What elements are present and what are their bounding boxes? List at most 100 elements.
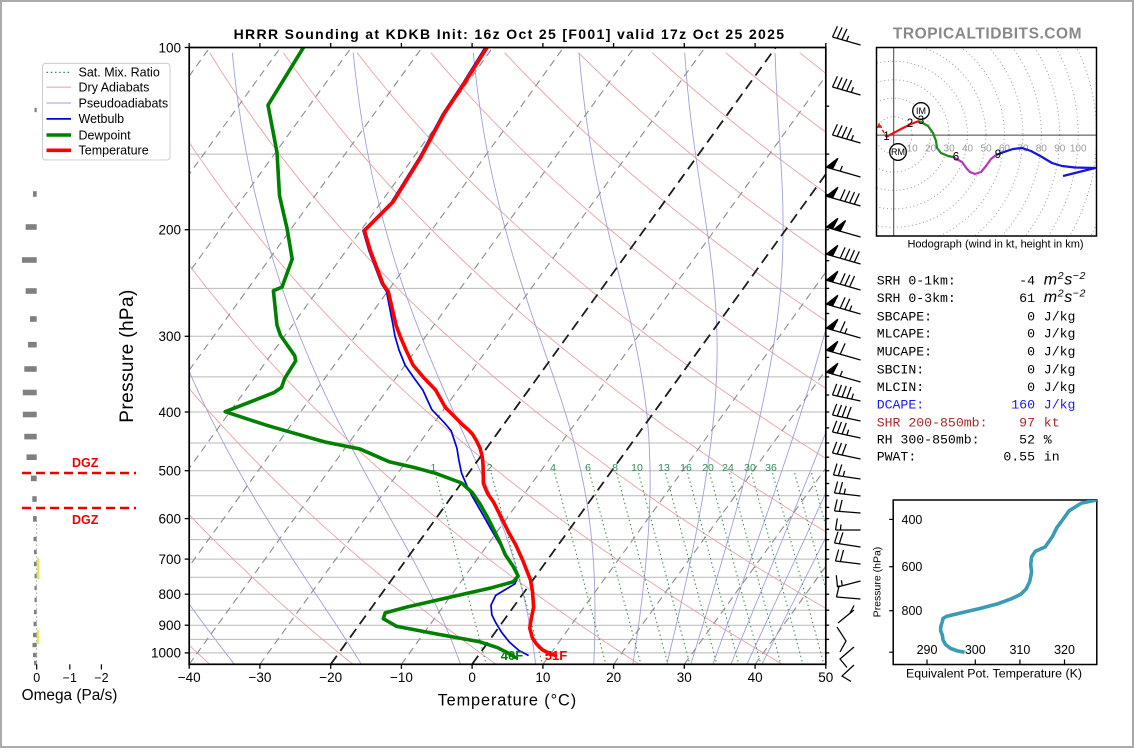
svg-text:10: 10 <box>907 144 919 155</box>
svg-text:51F: 51F <box>545 648 567 663</box>
svg-text:SHR 200-850mb:: SHR 200-850mb: <box>877 416 988 431</box>
svg-text:Pseudoadiabats: Pseudoadiabats <box>79 96 169 110</box>
svg-text:10: 10 <box>631 462 643 474</box>
svg-text:20: 20 <box>702 462 714 474</box>
svg-text:Pressure (hPa): Pressure (hPa) <box>117 289 138 422</box>
svg-text:Equivalent Pot. Temperature (K: Equivalent Pot. Temperature (K) <box>906 667 1082 681</box>
svg-text:52: 52 <box>1019 432 1035 447</box>
svg-text:SRH 0-1km:: SRH 0-1km: <box>877 274 956 289</box>
svg-text:1: 1 <box>430 462 436 474</box>
svg-text:300: 300 <box>965 643 986 657</box>
svg-text:90: 90 <box>1054 144 1066 155</box>
svg-text:8: 8 <box>612 462 618 474</box>
svg-text:0: 0 <box>1027 363 1035 378</box>
svg-text:-4: -4 <box>1019 274 1035 289</box>
svg-text:TROPICALTIDBITS.COM: TROPICALTIDBITS.COM <box>893 26 1082 43</box>
svg-text:Temperature (°C): Temperature (°C) <box>438 692 577 710</box>
svg-text:HRRR Sounding at KDKB Init: 16: HRRR Sounding at KDKB Init: 16z Oct 25 [… <box>234 26 786 42</box>
svg-text:80: 80 <box>1036 144 1048 155</box>
svg-text:97: 97 <box>1019 416 1035 431</box>
svg-text:900: 900 <box>158 618 181 633</box>
svg-text:DCAPE:: DCAPE: <box>877 398 924 413</box>
svg-text:320: 320 <box>1054 643 1075 657</box>
svg-text:300: 300 <box>158 329 181 344</box>
svg-text:RM: RM <box>891 147 905 157</box>
svg-text:0: 0 <box>1027 380 1035 395</box>
svg-text:1000: 1000 <box>151 646 181 661</box>
svg-text:50: 50 <box>818 670 833 685</box>
svg-text:800: 800 <box>902 604 923 618</box>
svg-text:40: 40 <box>962 144 974 155</box>
svg-text:600: 600 <box>158 511 181 526</box>
svg-text:9: 9 <box>995 149 1001 161</box>
svg-text:MLCIN:: MLCIN: <box>877 380 924 395</box>
svg-text:500: 500 <box>158 464 181 479</box>
svg-text:290: 290 <box>917 643 938 657</box>
svg-text:J/kg: J/kg <box>1044 380 1076 395</box>
svg-text:J/kg: J/kg <box>1044 398 1076 413</box>
svg-text:100: 100 <box>158 40 181 55</box>
svg-text:20: 20 <box>606 670 621 685</box>
svg-text:40: 40 <box>748 670 763 685</box>
svg-text:J/kg: J/kg <box>1044 345 1076 360</box>
svg-text:1: 1 <box>883 131 889 143</box>
svg-text:IM: IM <box>916 106 926 116</box>
svg-text:6: 6 <box>585 462 591 474</box>
svg-text:30: 30 <box>944 144 956 155</box>
svg-text:10: 10 <box>535 670 550 685</box>
svg-text:400: 400 <box>902 513 923 527</box>
svg-text:PWAT:: PWAT: <box>877 450 917 465</box>
svg-text:Dewpoint: Dewpoint <box>79 128 132 142</box>
svg-text:J/kg: J/kg <box>1044 309 1076 324</box>
svg-text:13: 13 <box>658 462 670 474</box>
svg-text:50: 50 <box>980 144 992 155</box>
svg-text:DGZ: DGZ <box>72 513 99 527</box>
svg-text:0: 0 <box>1027 309 1035 324</box>
svg-text:3: 3 <box>918 115 924 127</box>
svg-text:J/kg: J/kg <box>1044 363 1076 378</box>
svg-text:0: 0 <box>1027 345 1035 360</box>
svg-text:600: 600 <box>902 560 923 574</box>
svg-text:−20: −20 <box>319 670 342 685</box>
svg-text:30: 30 <box>677 670 692 685</box>
svg-text:800: 800 <box>158 587 181 602</box>
svg-text:2: 2 <box>907 118 913 130</box>
svg-text:−10: −10 <box>390 670 413 685</box>
svg-text:−30: −30 <box>248 670 271 685</box>
svg-text:Dry Adiabats: Dry Adiabats <box>79 80 150 94</box>
svg-text:700: 700 <box>158 552 181 567</box>
svg-text:−2: −2 <box>94 671 108 685</box>
svg-text:−1: −1 <box>63 671 77 685</box>
svg-text:in: in <box>1044 450 1060 465</box>
svg-text:J/kg: J/kg <box>1044 327 1076 342</box>
svg-text:DGZ: DGZ <box>72 456 99 470</box>
svg-text:MLCAPE:: MLCAPE: <box>877 327 932 342</box>
svg-text:6: 6 <box>953 152 959 164</box>
svg-text:61: 61 <box>1019 291 1035 306</box>
svg-text:Temperature: Temperature <box>79 144 149 158</box>
svg-text:RH 300-850mb:: RH 300-850mb: <box>877 432 980 447</box>
svg-text:310: 310 <box>1009 643 1030 657</box>
svg-text:2: 2 <box>487 462 493 474</box>
svg-text:MUCAPE:: MUCAPE: <box>877 345 932 360</box>
svg-text:160: 160 <box>1011 398 1035 413</box>
svg-text:60: 60 <box>999 144 1011 155</box>
svg-text:%: % <box>1044 432 1052 447</box>
svg-text:4: 4 <box>550 462 556 474</box>
svg-text:Pressure (hPa): Pressure (hPa) <box>872 547 884 618</box>
svg-text:−40: −40 <box>178 670 201 685</box>
svg-text:24: 24 <box>722 462 734 474</box>
svg-text:36: 36 <box>765 462 777 474</box>
svg-text:40F: 40F <box>501 648 523 663</box>
svg-text:0: 0 <box>1027 327 1035 342</box>
svg-text:kt: kt <box>1044 416 1060 431</box>
svg-text:100: 100 <box>1070 144 1087 155</box>
svg-text:Sat. Mix. Ratio: Sat. Mix. Ratio <box>79 66 160 80</box>
svg-text:0: 0 <box>33 671 40 685</box>
svg-text:Hodograph (wind in kt, height: Hodograph (wind in kt, height in km) <box>907 239 1083 251</box>
svg-text:SBCAPE:: SBCAPE: <box>877 309 932 324</box>
svg-text:0.55: 0.55 <box>1003 450 1035 465</box>
svg-text:16: 16 <box>680 462 692 474</box>
svg-text:20: 20 <box>925 144 937 155</box>
svg-text:Wetbulb: Wetbulb <box>79 112 125 126</box>
